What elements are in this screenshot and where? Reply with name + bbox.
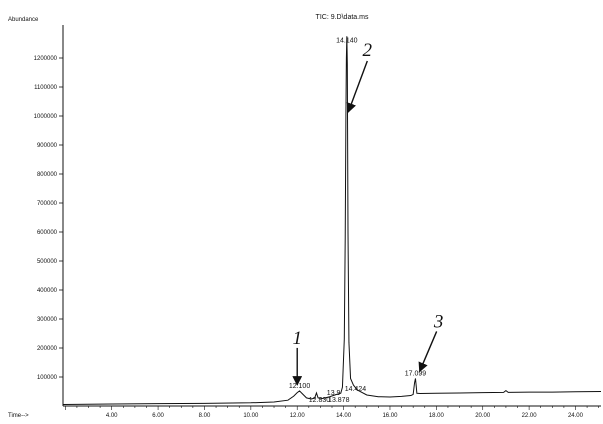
y-tick-label: 200000 [37, 346, 58, 352]
y-tick-label: 1100000 [34, 85, 58, 91]
peak-label: 14.140 [336, 37, 358, 44]
x-tick-label: 4.00 [106, 413, 118, 419]
axes-layer: 100000 200000 300000 400000 500000 600000 7000… [34, 25, 601, 419]
peak-label: 14.424 [345, 386, 367, 393]
y-tick-label: 800000 [37, 172, 58, 178]
y-tick-label: 400000 [37, 288, 58, 294]
x-tick-label: 8.00 [199, 413, 211, 419]
x-tick-label: 12.00 [290, 413, 306, 419]
x-tick-label: 10.00 [243, 413, 259, 419]
x-tick-label: 24.00 [568, 413, 584, 419]
peak-label: 12.830 [309, 397, 331, 404]
x-axis-title: Time--> [8, 413, 29, 419]
annotation-arrow [418, 331, 438, 373]
x-tick-label: 22.00 [522, 413, 538, 419]
annotation-arrow [346, 60, 368, 113]
peak-label: 17.099 [405, 370, 427, 377]
y-tick-label: 700000 [37, 201, 58, 207]
series-layer [62, 36, 602, 406]
peak-label: 12.100 [289, 383, 311, 390]
y-tick-label: 1000000 [34, 114, 58, 120]
annotations-layer: 1 2 3 [292, 40, 444, 386]
x-tick-label: 6.00 [152, 413, 164, 419]
y-tick-label: 1200000 [34, 56, 58, 62]
y-tick-label: 100000 [37, 375, 58, 381]
peak-label: 13.878 [328, 397, 350, 404]
annotation-label: 1 [292, 328, 302, 349]
tic-trace-line [62, 36, 602, 406]
x-tick-label: 14.00 [336, 413, 352, 419]
y-tick-label: 300000 [37, 317, 58, 323]
x-tick-label: 20.00 [475, 413, 491, 419]
y-tick-label: 500000 [37, 259, 58, 265]
x-tick-label: 18.00 [429, 413, 445, 419]
y-tick-label: 600000 [37, 230, 58, 236]
annotation-label: 2 [363, 40, 373, 61]
annotation-label: 3 [433, 311, 444, 332]
peak-label: 13.9 [327, 390, 341, 397]
chart-title: TIC: 9.D\data.ms [316, 14, 369, 21]
x-tick-label: 16.00 [382, 413, 398, 419]
y-axis-title: Abundance [8, 17, 39, 23]
y-tick-label: 900000 [37, 143, 58, 149]
